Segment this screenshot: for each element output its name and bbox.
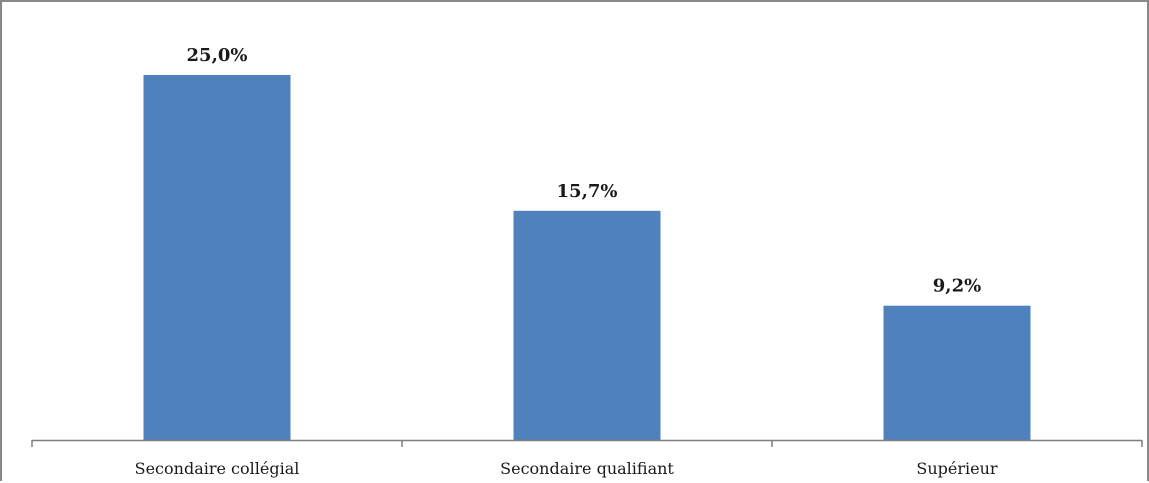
data-label-3: 9,2% <box>933 276 981 297</box>
data-label-1: 25,0% <box>187 45 248 66</box>
bar-2 <box>513 210 661 440</box>
data-label-2: 15,7% <box>557 181 618 202</box>
category-label-1: Secondaire collégial <box>135 459 300 478</box>
bar-1 <box>143 75 291 440</box>
category-label-3: Supérieur <box>916 459 998 478</box>
category-label-2: Secondaire qualifiant <box>500 459 674 478</box>
bar-3 <box>883 305 1031 440</box>
